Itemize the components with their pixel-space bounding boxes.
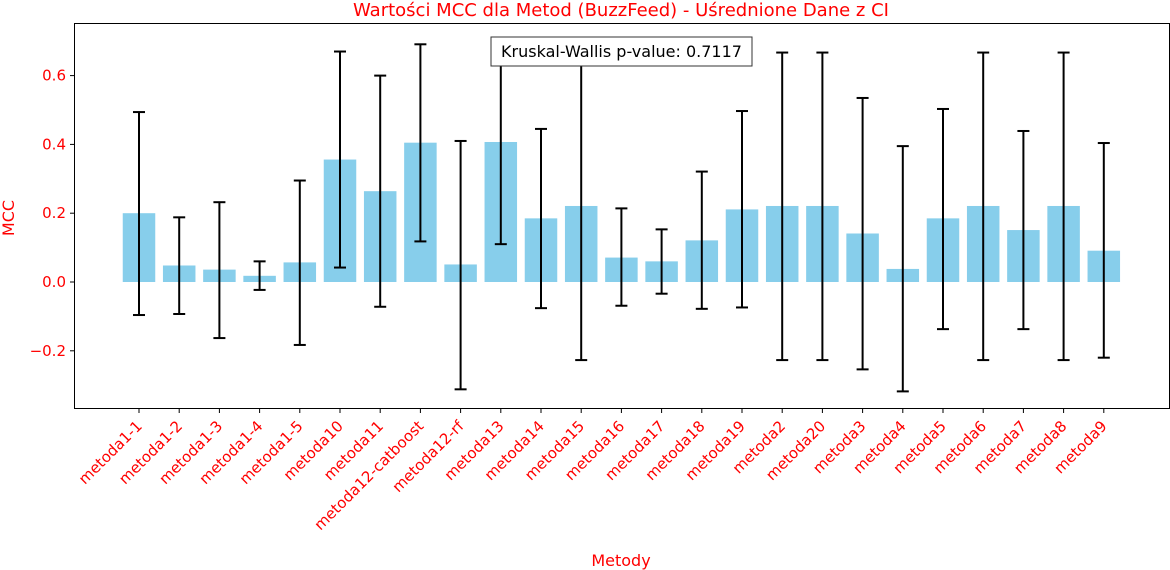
y-axis-label: MCC bbox=[0, 200, 18, 236]
y-tick-label: 0.4 bbox=[42, 135, 66, 153]
annotation-text: Kruskal-Wallis p-value: 0.7117 bbox=[501, 42, 742, 61]
y-tick-label: 0.6 bbox=[42, 67, 66, 85]
errorbars-group bbox=[133, 43, 1110, 393]
annotation-frame bbox=[490, 36, 753, 67]
chart-title: Wartości MCC dla Metod (BuzzFeed) - Uśre… bbox=[353, 0, 889, 21]
x-axis: metoda1-1metoda1-2metoda1-3metoda1-4meto… bbox=[75, 408, 1111, 534]
y-tick-label: 0.0 bbox=[42, 273, 66, 291]
x-axis-label: Metody bbox=[591, 551, 650, 570]
y-tick-label: −0.2 bbox=[30, 342, 66, 360]
y-tick-label: 0.2 bbox=[42, 204, 66, 222]
annotation-box: Kruskal-Wallis p-value: 0.7117 bbox=[490, 36, 753, 67]
y-axis: −0.2 0.0 0.2 0.4 0.6 bbox=[30, 67, 75, 360]
